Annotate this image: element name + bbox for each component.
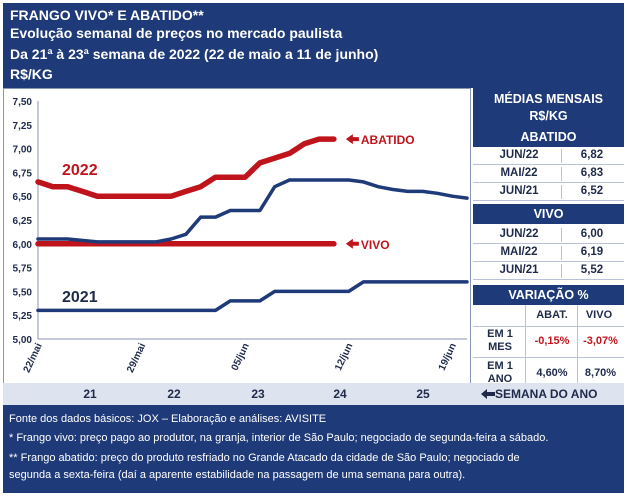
unit-label: R$/KG bbox=[10, 66, 53, 82]
row-label-line1: EM 1 bbox=[487, 360, 513, 372]
row-label: MAI/22 bbox=[500, 246, 538, 258]
week-number: 21 bbox=[83, 387, 97, 401]
y-tick-label: 6,50 bbox=[13, 192, 33, 203]
row-value: 6,00 bbox=[561, 228, 622, 242]
y-tick-label: 5,00 bbox=[13, 335, 33, 346]
week-axis-text: SEMANA DO ANO bbox=[495, 387, 598, 401]
variation-divider bbox=[577, 305, 578, 389]
x-tick-label: 29/mai bbox=[125, 341, 148, 374]
variation-row-month: EM 1 MES -0,15% -3,07% bbox=[473, 326, 624, 358]
row-value: 6,83 bbox=[561, 167, 622, 181]
row-label: EM 1 ANO bbox=[477, 360, 523, 386]
y-tick-label: 7,25 bbox=[13, 121, 33, 132]
variation-vivo-year: 8,70% bbox=[584, 367, 617, 379]
y-tick-label: 5,50 bbox=[13, 287, 33, 298]
column-header-vivo: VIVO bbox=[585, 309, 613, 321]
vivo-row: MAI/22 6,19 bbox=[473, 244, 624, 262]
row-label-line2: MES bbox=[488, 341, 512, 353]
arrow-left-icon bbox=[481, 389, 495, 399]
vivo-row: JUN/22 6,00 bbox=[473, 226, 624, 244]
footer-note-abatido-cont: segunda a sexta-feira (daí a aparente es… bbox=[9, 469, 466, 481]
abatido-row: MAI/22 6,83 bbox=[473, 165, 624, 183]
subtitle: Evolução semanal de preços no mercado pa… bbox=[10, 25, 343, 41]
variation-divider bbox=[525, 305, 526, 389]
week-of-year-bar: 21 22 23 24 25 SEMANA DO ANO bbox=[3, 383, 624, 405]
monthly-averages-title: MÉDIAS MENSAIS bbox=[493, 92, 604, 106]
row-label-line2: ANO bbox=[487, 373, 513, 385]
footer-notes: Fonte dos dados básicos: JOX – Elaboraçã… bbox=[3, 405, 624, 493]
series-line-vivo-2021 bbox=[36, 280, 469, 313]
arrow-left-icon bbox=[345, 134, 359, 145]
year-label-2022: 2022 bbox=[62, 162, 98, 179]
period-subtitle: Da 21ª à 23ª semana de 2022 (22 de maio … bbox=[10, 46, 379, 62]
variation-column-headers: ABAT. VIVO bbox=[473, 305, 624, 327]
vivo-header: VIVO bbox=[473, 204, 624, 224]
row-label: JUN/22 bbox=[499, 228, 539, 240]
vivo-row: JUN/21 5,52 bbox=[473, 262, 624, 280]
footer-note-abatido: ** Frango abatido: preço do produto resf… bbox=[9, 452, 520, 464]
abatido-row: JUN/21 6,52 bbox=[473, 183, 624, 201]
series-line-abatido-2022 bbox=[35, 136, 337, 199]
y-tick-label: 5,75 bbox=[13, 264, 33, 275]
series-line-abatido-2021 bbox=[36, 178, 469, 244]
row-label: EM 1 MES bbox=[477, 328, 523, 354]
abatido-row: JUN/22 6,82 bbox=[473, 147, 624, 165]
y-tick-label: 7,00 bbox=[13, 145, 33, 156]
row-value: 6,52 bbox=[561, 185, 622, 199]
abatido-header: ABATIDO bbox=[473, 128, 624, 147]
monthly-averages-panel: MÉDIAS MENSAIS R$/KG ABATIDO JUN/22 6,82… bbox=[473, 88, 624, 393]
variation-abat-month: -0,15% bbox=[534, 335, 570, 347]
row-label: JUN/22 bbox=[499, 149, 539, 161]
row-label: JUN/21 bbox=[499, 264, 539, 276]
variation-abat-year: 4,60% bbox=[536, 367, 568, 379]
week-number: 23 bbox=[251, 387, 265, 401]
x-tick-label: 22/mai bbox=[22, 341, 45, 374]
monthly-averages-header: MÉDIAS MENSAIS R$/KG bbox=[473, 88, 624, 129]
week-axis-label: SEMANA DO ANO bbox=[481, 387, 597, 401]
row-label-line1: EM 1 bbox=[487, 328, 513, 340]
arrow-left-icon bbox=[345, 238, 359, 249]
y-tick-label: 7,50 bbox=[13, 97, 33, 108]
x-tick-label: 12/jun bbox=[333, 342, 355, 373]
row-label: MAI/22 bbox=[500, 167, 538, 179]
y-tick-label: 5,25 bbox=[13, 311, 33, 322]
variation-header: VARIAÇÃO % bbox=[473, 285, 624, 305]
series-end-label-abatido: ABATIDO bbox=[361, 133, 415, 147]
series-end-label-vivo: VIVO bbox=[361, 238, 390, 252]
y-tick-label: 6,00 bbox=[13, 240, 33, 251]
column-header-abat: ABAT. bbox=[536, 309, 568, 321]
week-number: 22 bbox=[167, 387, 181, 401]
row-value: 6,19 bbox=[561, 246, 622, 260]
row-value: 6,82 bbox=[561, 149, 622, 163]
x-tick-label: 19/jun bbox=[437, 342, 459, 373]
week-number: 25 bbox=[416, 387, 430, 401]
footer-source: Fonte dos dados básicos: JOX – Elaboraçã… bbox=[9, 413, 327, 425]
week-number: 24 bbox=[333, 387, 347, 401]
x-tick-label: 05/jun bbox=[230, 342, 252, 373]
year-label-2021: 2021 bbox=[62, 289, 98, 306]
variation-vivo-month: -3,07% bbox=[583, 335, 618, 347]
main-title: FRANGO VIVO* E ABATIDO** bbox=[10, 7, 204, 23]
row-label: JUN/21 bbox=[499, 185, 539, 197]
row-value: 5,52 bbox=[561, 264, 622, 278]
y-tick-label: 6,25 bbox=[13, 216, 33, 227]
monthly-averages-unit: R$/KG bbox=[529, 109, 568, 123]
variation-row-year: EM 1 ANO 4,60% 8,70% bbox=[473, 358, 624, 389]
y-tick-label: 6,75 bbox=[13, 168, 33, 179]
footer-note-vivo: * Frango vivo: preço pago ao produtor, n… bbox=[9, 432, 549, 444]
header-panel: FRANGO VIVO* E ABATIDO** Evolução semana… bbox=[3, 3, 624, 88]
